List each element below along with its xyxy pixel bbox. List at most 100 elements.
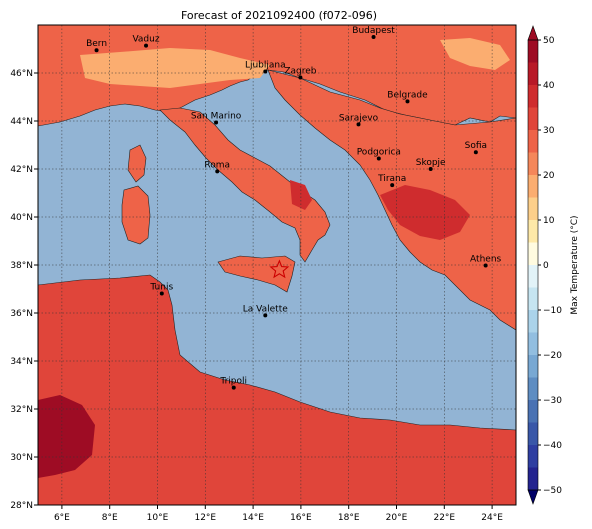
colorbar-segment (528, 332, 538, 355)
city-label: San Marino (191, 111, 242, 121)
colorbar-segment (528, 377, 538, 400)
lon-tick-label: 18°E (338, 513, 360, 523)
city-dot (473, 150, 478, 155)
lon-tick-label: 12°E (194, 513, 216, 523)
city-label: Skopje (416, 158, 446, 168)
city-dot (159, 291, 164, 296)
lon-tick-label: 16°E (290, 513, 312, 523)
city-dot (371, 35, 376, 39)
lat-tick-label: 28°N (10, 501, 33, 511)
city-dot (94, 48, 99, 53)
location-star-marker (269, 259, 290, 279)
colorbar-segment (528, 287, 538, 310)
latitude-axis: 28°N 30°N 32°N 34°N 36°N 38°N 40°N 42°N 44°N 46°N (10, 69, 38, 511)
cool-patch-alps (80, 48, 270, 88)
city-dot (263, 69, 268, 74)
city-dot (483, 263, 488, 268)
lat-tick-label: 40°N (10, 213, 33, 223)
colorbar-segment (528, 355, 538, 378)
colorbar-tick-label: −50 (543, 486, 562, 496)
colorbar-segment (528, 175, 538, 198)
colorbar-tick-label: 20 (543, 171, 555, 181)
land-sardinia (121, 185, 151, 245)
colorbar-tick-label: −20 (543, 351, 562, 361)
longitude-axis: 6°E 8°E 10°E 12°E 14°E 16°E 18°E 20°E 22°E 24°E (54, 505, 503, 523)
colorbar-tick-label: 50 (543, 36, 555, 46)
colorbar-tick-label: −30 (543, 396, 562, 406)
lon-tick-label: 22°E (433, 513, 455, 523)
lat-tick-label: 44°N (10, 117, 33, 127)
city-label: Tunis (149, 283, 173, 293)
lat-tick-label: 38°N (10, 261, 33, 271)
city-dot (428, 167, 433, 171)
colorbar-segment (528, 310, 538, 333)
city-dot (144, 43, 149, 48)
city-dot (214, 120, 219, 125)
city-label: La Valette (243, 304, 288, 314)
colorbar-max-arrow (527, 25, 539, 41)
colorbar-segment (528, 152, 538, 175)
lon-tick-label: 20°E (386, 513, 408, 523)
colorbar-segment (528, 85, 538, 108)
city-dot (390, 183, 395, 188)
warm-patch-balkans (380, 185, 470, 240)
colorbar-segment (528, 197, 538, 220)
land-sicily (217, 255, 296, 293)
warm-patch-italy (290, 180, 312, 210)
lat-tick-label: 34°N (10, 357, 33, 367)
lat-tick-label: 32°N (10, 405, 33, 415)
colorbar-segment (528, 107, 538, 130)
lon-tick-label: 8°E (102, 513, 118, 523)
graticule (38, 25, 516, 505)
city-label: Zagreb (284, 67, 316, 77)
city-dot (298, 75, 303, 80)
city-label: Podgorica (357, 147, 401, 157)
figure-title: Forecast of 2021092400 (f072-096) (181, 9, 377, 22)
colorbar-segment (528, 467, 538, 490)
city-label: Bern (86, 39, 107, 49)
city-dot (405, 99, 410, 104)
city-dot (263, 313, 268, 318)
colorbar-segment (528, 265, 538, 288)
colorbar-tick-label: 10 (543, 216, 555, 226)
lat-tick-label: 42°N (10, 165, 33, 175)
city-label: Tripoli (219, 377, 247, 387)
city-label: Athens (470, 254, 501, 264)
city-label: Roma (204, 160, 230, 170)
colorbar-label: Max Temperature (°C) (570, 215, 580, 314)
city-label: Ljubljana (245, 61, 286, 71)
city-label: Budapest (352, 26, 395, 36)
city-label: Tirana (377, 174, 406, 184)
city-dot (231, 385, 236, 390)
lon-tick-label: 10°E (147, 513, 169, 523)
colorbar-segment (528, 62, 538, 85)
lat-tick-label: 46°N (10, 69, 33, 79)
lon-tick-label: 6°E (54, 513, 70, 523)
lat-tick-label: 36°N (10, 309, 33, 319)
city-label: Vaduz (132, 35, 159, 45)
colorbar-segment (528, 445, 538, 468)
land-africa (38, 274, 516, 505)
lat-tick-label: 30°N (10, 453, 33, 463)
colorbar-min-arrow (527, 489, 539, 505)
colorbar-segment (528, 242, 538, 265)
colorbar: −50 −40 −30 −20 −10 0 10 20 30 40 50 (527, 25, 562, 505)
land-corsica (127, 144, 147, 183)
lon-tick-label: 24°E (481, 513, 503, 523)
city-dot (215, 169, 220, 174)
city-dot (356, 122, 361, 127)
colorbar-tick-label: 0 (543, 261, 549, 271)
colorbar-tick-label: −10 (543, 306, 562, 316)
cool-patch-carpathian (440, 38, 510, 70)
colorbar-segment (528, 422, 538, 445)
colorbar-tick-label: −40 (543, 441, 562, 451)
colorbar-tick-label: 40 (543, 81, 555, 91)
city-dot (376, 156, 381, 161)
colorbar-tick-label: 30 (543, 126, 555, 136)
colorbar-segment (528, 400, 538, 423)
city-label: Belgrade (387, 90, 428, 100)
city-label: Sarajevo (339, 113, 379, 123)
